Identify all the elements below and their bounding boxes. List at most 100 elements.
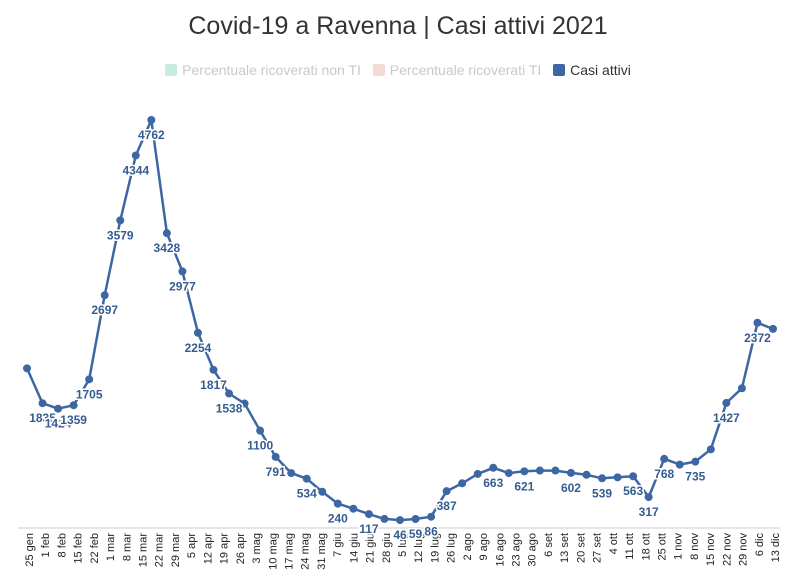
x-tick-label: 1 feb [40,533,52,557]
data-label: 768 [654,467,674,481]
legend-item-ricoverati-ti[interactable]: Percentuale ricoverati TI [372,62,541,78]
data-point[interactable] [769,324,777,333]
x-tick-label: 22 mar [154,533,166,568]
data-point[interactable] [380,514,389,523]
data-point[interactable] [598,474,607,483]
data-point[interactable] [349,504,358,513]
data-point[interactable] [427,512,436,521]
data-point[interactable] [753,318,762,327]
data-point[interactable] [116,216,125,225]
data-point[interactable] [147,116,156,124]
data-point[interactable] [675,460,684,469]
x-tick-label: 26 lug [446,533,458,563]
data-point[interactable] [364,510,373,519]
x-tick-label: 17 mag [284,533,296,570]
data-label: 4762 [138,128,165,142]
data-label: 663 [483,476,503,490]
data-point[interactable] [504,469,513,478]
data-label: 791 [266,465,286,479]
x-tick-label: 14 giu [348,533,360,563]
x-tick-label: 8 mar [121,533,133,561]
data-point[interactable] [23,364,31,373]
data-point[interactable] [473,469,482,478]
data-point[interactable] [100,291,109,300]
x-tick-label: 4 ott [608,533,620,554]
x-tick-label: 24 mag [300,533,312,570]
legend-item-casi-attivi[interactable]: Casi attivi [553,62,631,78]
data-point[interactable] [489,463,498,472]
data-point[interactable] [706,445,715,454]
x-tick-label: 15 feb [73,533,85,564]
data-point[interactable] [411,514,420,523]
legend-swatch-ricoverati-ti [372,64,385,76]
x-tick-label: 31 mag [316,533,328,570]
data-label: 2254 [185,341,212,355]
x-tick-label: 5 apr [186,533,198,558]
x-tick-label: 13 set [559,533,571,563]
data-point[interactable] [691,457,700,466]
data-point[interactable] [225,389,234,398]
data-point[interactable] [38,399,47,408]
x-tick-label: 18 ott [640,533,652,561]
data-point[interactable] [396,516,404,525]
data-point[interactable] [131,151,140,160]
data-label: 1427 [713,411,740,425]
x-tick-label: 1 nov [673,533,685,560]
data-point[interactable] [629,472,638,481]
data-point[interactable] [162,229,171,238]
data-point[interactable] [722,398,731,407]
data-label: 1424 [45,417,72,431]
x-tick-label: 22 feb [89,533,101,564]
data-point[interactable] [69,401,78,410]
x-tick-label: 12 apr [202,533,214,565]
data-label: 534 [297,487,317,501]
data-point[interactable] [240,399,249,408]
data-label: 387 [437,499,457,513]
data-label: 735 [685,470,705,484]
x-tick-label: 23 ago [511,533,523,567]
x-tick-label: 6 dic [754,533,766,557]
data-point[interactable] [54,404,63,413]
data-point[interactable] [520,467,529,476]
data-point[interactable] [613,473,622,482]
data-point[interactable] [271,452,280,461]
data-point[interactable] [660,454,669,463]
x-tick-label: 29 mar [170,533,182,568]
data-point[interactable] [551,466,560,475]
data-point[interactable] [566,468,575,477]
data-point[interactable] [582,470,591,479]
data-point[interactable] [535,466,544,475]
data-point[interactable] [442,487,451,496]
x-axis-ticks: 25 gen 1 feb 8 feb 15 feb 22 feb 1 mar 8 mar 15… [24,533,782,570]
data-point[interactable] [287,469,296,478]
data-label: 1538 [216,402,243,416]
x-tick-label: 22 nov [721,533,733,567]
data-label: 621 [514,479,534,493]
data-point[interactable] [458,479,467,488]
x-tick-label: 15 nov [705,533,717,567]
data-label: 86 [424,525,438,539]
data-label: 2977 [169,279,196,293]
legend-item-ricoverati-non-ti[interactable]: Percentuale ricoverati non TI [165,62,361,78]
data-label: 1705 [76,387,103,401]
data-point[interactable] [737,384,746,393]
data-point[interactable] [193,328,202,337]
x-tick-label: 3 mag [251,533,263,564]
data-point[interactable] [178,267,187,276]
x-tick-label: 26 apr [235,533,247,565]
data-point[interactable] [209,365,218,374]
data-label: 1835 [29,411,56,425]
data-point[interactable] [85,375,94,384]
data-point[interactable] [256,426,265,435]
data-point[interactable] [644,493,653,502]
x-tick-label: 19 apr [219,533,231,565]
x-tick-label: 27 set [592,533,604,563]
data-point[interactable] [318,487,327,496]
data-label: 2697 [91,303,118,317]
data-point[interactable] [302,474,311,483]
data-point[interactable] [333,499,342,508]
x-tick-label: 5 lug [397,533,409,557]
data-label: 1817 [200,378,227,392]
data-label: 3579 [107,228,134,242]
